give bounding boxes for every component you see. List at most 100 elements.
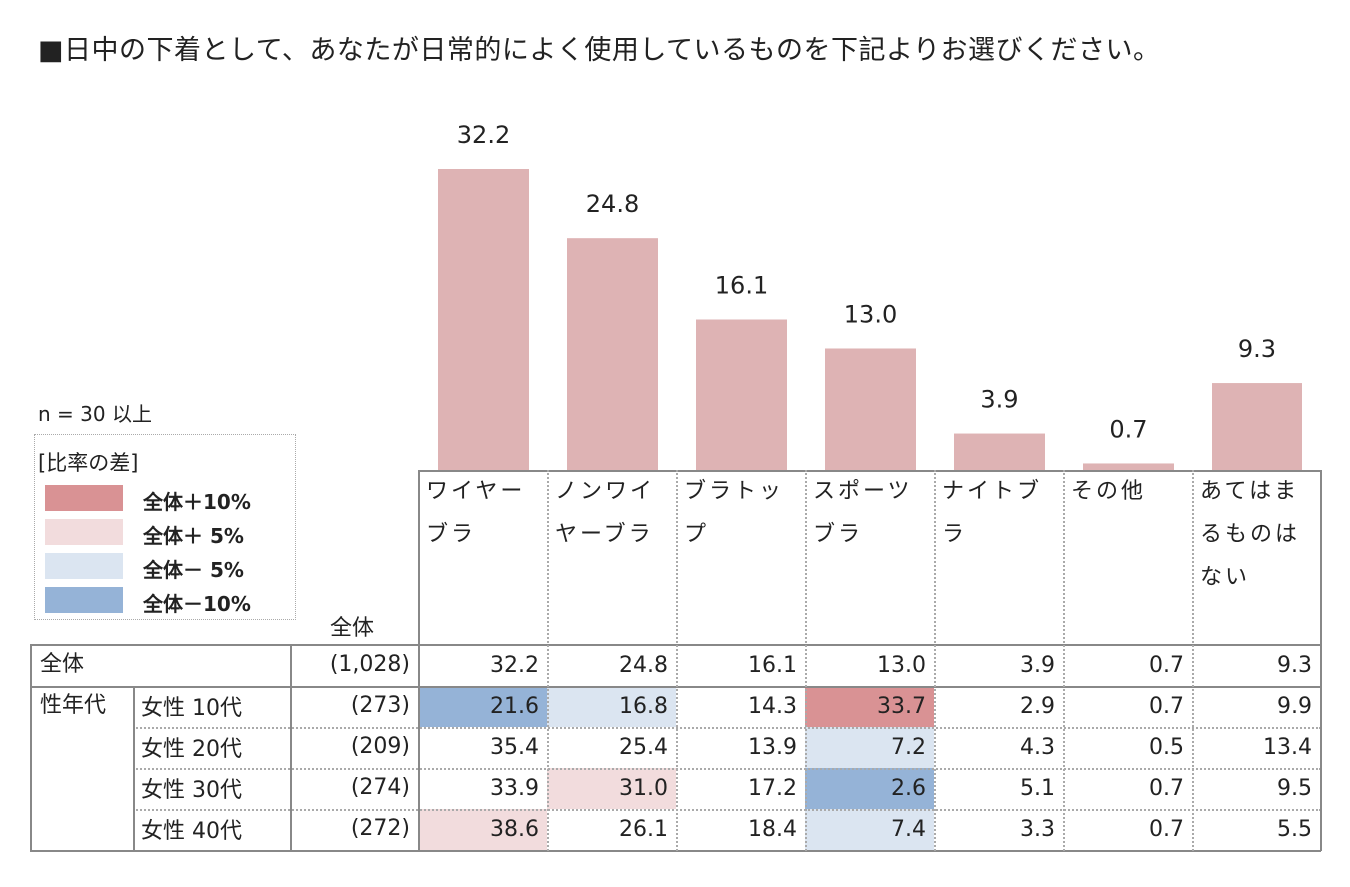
row-sample-size: (273) bbox=[350, 693, 410, 718]
table-rule bbox=[30, 644, 32, 851]
table-cell: 0.5 bbox=[1149, 735, 1184, 760]
row-sample-size: (272) bbox=[350, 816, 410, 841]
total-column-header: 全体 bbox=[330, 616, 375, 641]
table-rule bbox=[30, 644, 1321, 646]
legend-item-plus10: 全体＋10% bbox=[45, 485, 293, 514]
legend-title: [比率の差] bbox=[38, 451, 139, 475]
bar-1 bbox=[438, 169, 529, 470]
row-label: 女性 30代 bbox=[141, 778, 242, 803]
category-label: ワイヤー ブラ bbox=[418, 470, 547, 556]
table-rule bbox=[418, 470, 1321, 472]
category-label-line: ヤーブラ bbox=[555, 522, 654, 547]
table-cell: 31.0 bbox=[547, 768, 676, 809]
sample-size-note: n = 30 以上 bbox=[38, 402, 152, 426]
category-label-line: ブラトッ bbox=[684, 479, 785, 504]
chart-title: ■日中の下着として、あなたが日常的によく使用しているものを下記よりお選びください… bbox=[38, 35, 1161, 66]
table-cell: 18.4 bbox=[748, 817, 797, 842]
table-cell: 14.3 bbox=[748, 694, 797, 719]
row-label: 女性 40代 bbox=[141, 819, 242, 844]
category-label-line: ない bbox=[1200, 565, 1251, 590]
table-rule bbox=[290, 644, 292, 851]
table-cell: 0.7 bbox=[1149, 653, 1184, 678]
row-group-label: 全体 bbox=[40, 652, 85, 677]
table-rule bbox=[805, 470, 807, 851]
table-cell: 3.9 bbox=[1020, 653, 1055, 678]
table-rule bbox=[30, 686, 1321, 688]
table-cell: 16.8 bbox=[547, 686, 676, 727]
bar-2 bbox=[567, 238, 658, 470]
table-cell: 4.3 bbox=[1020, 735, 1055, 760]
category-label-line: ノンワイ bbox=[555, 479, 656, 504]
table-rule bbox=[133, 809, 1321, 811]
table-cell: 16.1 bbox=[748, 653, 797, 678]
table-cell: 35.4 bbox=[490, 735, 539, 760]
table-cell: 21.6 bbox=[418, 686, 547, 727]
table-cell: 7.4 bbox=[805, 809, 934, 850]
bar-value-label: 9.3 bbox=[1238, 335, 1276, 363]
bar-5 bbox=[954, 433, 1045, 470]
table-cell: 25.4 bbox=[619, 735, 668, 760]
category-label: その他 bbox=[1063, 470, 1192, 513]
table-rule bbox=[418, 470, 420, 851]
table-cell: 7.2 bbox=[805, 727, 934, 768]
category-label-line: その他 bbox=[1071, 479, 1147, 504]
row-sample-size: (209) bbox=[350, 734, 410, 759]
category-label-line: プ bbox=[684, 522, 710, 547]
table-cell: 33.9 bbox=[490, 776, 539, 801]
bar-3 bbox=[696, 319, 787, 470]
category-label: あてはまるものはない bbox=[1192, 470, 1320, 599]
category-label-line: ワイヤー bbox=[426, 479, 526, 504]
table-rule bbox=[547, 470, 549, 851]
category-label-line: ブラ bbox=[426, 522, 477, 547]
category-label: スポーツ ブラ bbox=[805, 470, 934, 556]
table-rule bbox=[133, 768, 1321, 770]
legend-swatch bbox=[45, 587, 123, 613]
legend-swatch bbox=[45, 519, 123, 545]
table-cell: 33.7 bbox=[805, 686, 934, 727]
bar-value-label: 0.7 bbox=[1109, 415, 1147, 443]
category-label-line: ブラ bbox=[813, 522, 864, 547]
table-rule bbox=[133, 727, 1321, 729]
table-cell: 5.1 bbox=[1020, 776, 1055, 801]
bar-value-label: 3.9 bbox=[980, 386, 1018, 414]
row-sample-size: (274) bbox=[350, 775, 410, 800]
table-cell: 3.3 bbox=[1020, 817, 1055, 842]
legend-swatch bbox=[45, 553, 123, 579]
table-cell: 26.1 bbox=[619, 817, 668, 842]
legend-label: 全体－10% bbox=[143, 592, 251, 616]
table-cell: 2.6 bbox=[805, 768, 934, 809]
table-rule bbox=[1063, 470, 1065, 851]
category-label: ブラトップ bbox=[676, 470, 805, 556]
category-label-line: ナイトブ bbox=[942, 479, 1043, 504]
legend-label: 全体－ 5% bbox=[143, 558, 244, 582]
table-cell: 0.7 bbox=[1149, 694, 1184, 719]
table-cell: 24.8 bbox=[619, 653, 668, 678]
category-label-line: スポーツ bbox=[813, 479, 913, 504]
table-cell: 17.2 bbox=[748, 776, 797, 801]
table-cell: 0.7 bbox=[1149, 776, 1184, 801]
table-rule bbox=[30, 850, 1321, 852]
category-label-line: るものは bbox=[1200, 522, 1301, 547]
row-label: 女性 20代 bbox=[141, 737, 242, 762]
category-label-line: ラ bbox=[942, 522, 968, 547]
bar-4 bbox=[825, 348, 916, 470]
row-group-label: 性年代 bbox=[40, 693, 107, 718]
table-cell: 13.0 bbox=[877, 653, 926, 678]
bar-value-label: 13.0 bbox=[844, 300, 897, 328]
table-cell: 13.4 bbox=[1263, 735, 1312, 760]
table-cell: 0.7 bbox=[1149, 817, 1184, 842]
table-rule bbox=[934, 470, 936, 851]
category-label-line: あてはま bbox=[1200, 479, 1300, 504]
table-cell: 38.6 bbox=[418, 809, 547, 850]
table-rule bbox=[676, 470, 678, 851]
table-cell: 9.5 bbox=[1277, 776, 1312, 801]
row-sample-size: (1,028) bbox=[329, 652, 410, 677]
legend-swatch bbox=[45, 485, 123, 511]
bar-6 bbox=[1083, 463, 1174, 470]
table-cell: 32.2 bbox=[490, 653, 539, 678]
table-rule bbox=[133, 686, 135, 851]
legend: [比率の差] 全体＋10% 全体＋ 5% 全体－ 5% 全体－10% bbox=[34, 434, 296, 620]
legend-item-minus5: 全体－ 5% bbox=[45, 553, 293, 582]
bar-value-label: 16.1 bbox=[715, 272, 768, 300]
